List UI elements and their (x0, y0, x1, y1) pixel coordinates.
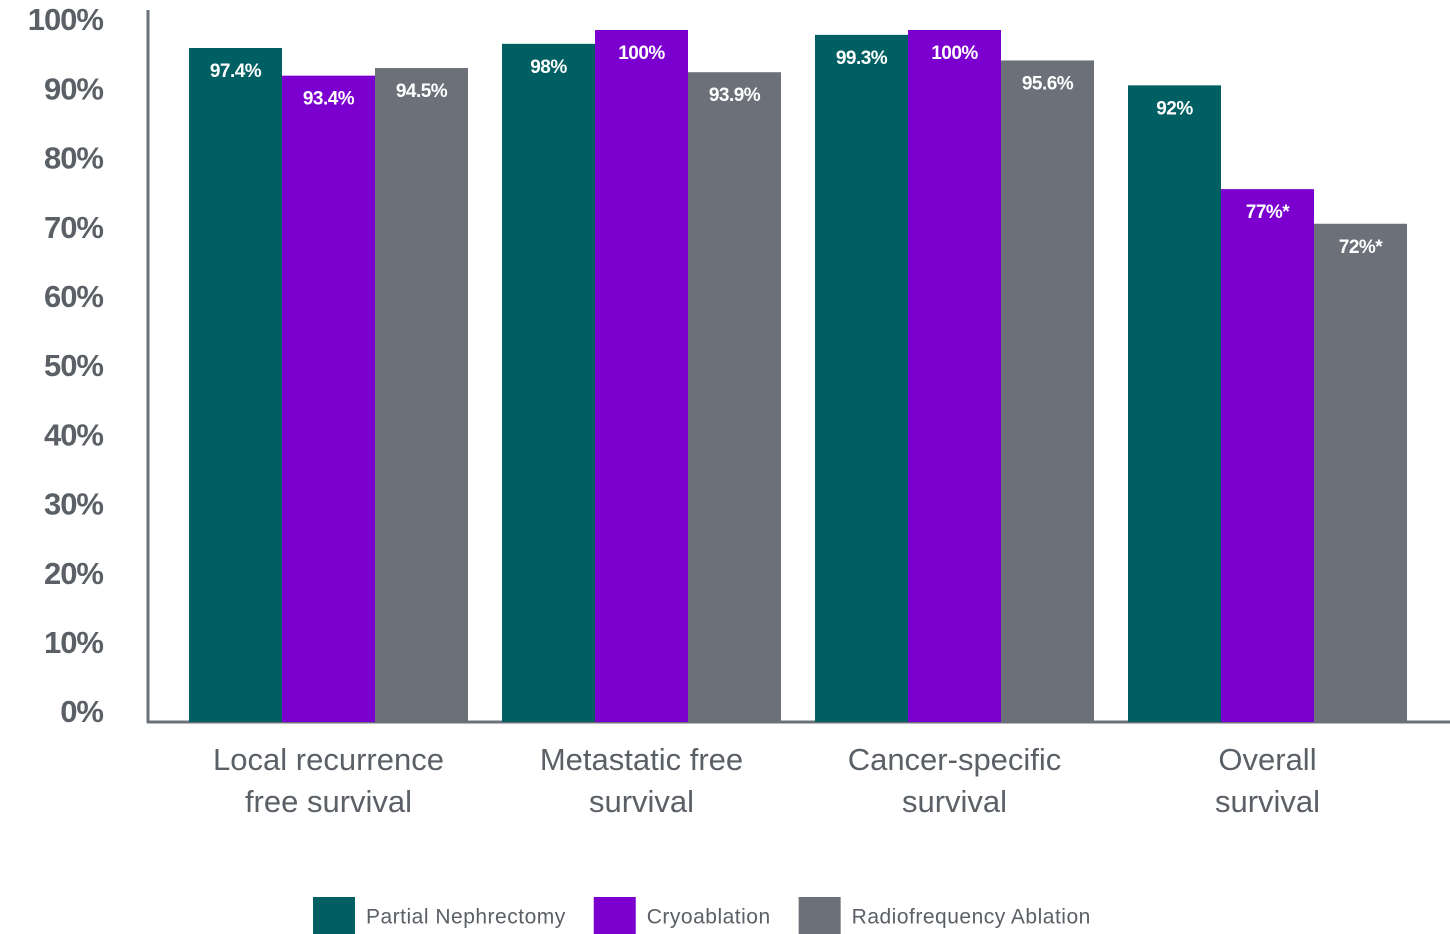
legend-label: Partial Nephrectomy (366, 906, 566, 929)
bar (595, 30, 688, 722)
legend-swatch (593, 897, 636, 934)
bar (815, 34, 908, 723)
value-label: 93.9% (709, 85, 761, 106)
value-label: 100% (618, 43, 665, 64)
bar (1314, 223, 1407, 722)
y-tick-label: 50% (44, 348, 103, 383)
y-tick-label: 0% (60, 694, 103, 729)
bar (688, 72, 781, 723)
y-tick-label: 90% (44, 71, 103, 106)
bar (1221, 189, 1314, 722)
bar (1001, 60, 1094, 722)
y-tick-label: 20% (44, 556, 103, 591)
value-label: 94.5% (396, 81, 448, 102)
y-tick-label: 70% (44, 210, 103, 245)
y-tick-label: 80% (44, 141, 103, 176)
x-tick-label: Local recurrence (213, 742, 444, 777)
x-tick-label: free survival (245, 784, 412, 819)
value-label: 72%* (1339, 237, 1384, 258)
value-label: 98% (530, 57, 567, 78)
x-tick-label: survival (1215, 784, 1320, 819)
legend-label: Radiofrequency Ablation (852, 906, 1091, 929)
bar (502, 43, 595, 722)
value-label: 100% (931, 43, 978, 64)
bar (375, 68, 468, 722)
x-tick-label: Cancer-specific (848, 742, 1062, 777)
y-tick-label: 100% (28, 2, 104, 37)
y-tick-label: 40% (44, 417, 103, 452)
bar (282, 75, 375, 722)
value-label: 92% (1156, 98, 1193, 119)
bar (1128, 85, 1221, 723)
value-label: 99.3% (836, 48, 888, 69)
legend-swatch (798, 897, 841, 934)
x-tick-label: survival (902, 784, 1007, 819)
bar (908, 30, 1001, 722)
legend-swatch (313, 897, 355, 934)
x-tick-label: Metastatic free (540, 742, 743, 777)
value-label: 97.4% (210, 61, 262, 82)
x-tick-label: survival (589, 784, 694, 819)
bar (189, 47, 282, 722)
value-label: 95.6% (1022, 73, 1074, 94)
value-label: 77%* (1246, 202, 1291, 223)
legend-label: Cryoablation (647, 906, 771, 929)
y-tick-label: 30% (44, 487, 103, 522)
value-label: 93.4% (303, 89, 355, 110)
y-tick-label: 60% (44, 279, 103, 314)
x-tick-label: Overall (1218, 742, 1316, 777)
y-tick-label: 10% (44, 625, 103, 660)
